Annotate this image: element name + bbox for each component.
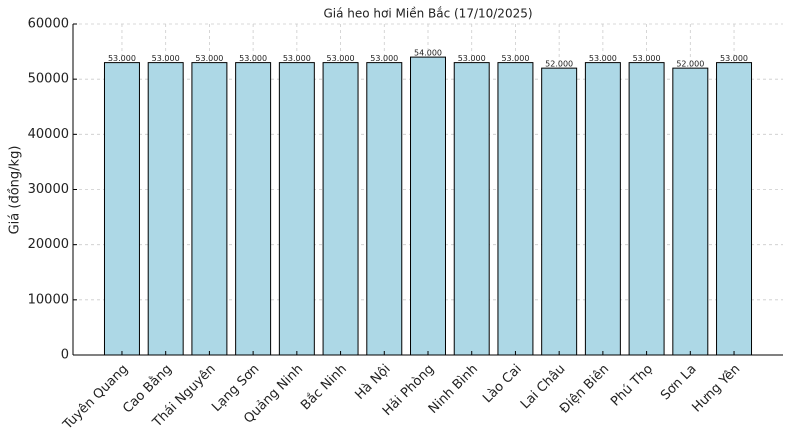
- value-label: 53.000: [108, 54, 136, 63]
- value-label: 53.000: [370, 54, 398, 63]
- bar: [103, 62, 140, 356]
- y-tick-label: 20000: [28, 237, 69, 252]
- x-tick-label: Lào Cai: [480, 362, 525, 407]
- x-tick-label: Bắc Ninh: [298, 362, 350, 414]
- value-label: 54.000: [414, 49, 442, 58]
- value-label: 53.000: [283, 54, 311, 63]
- y-tick-label: 0: [61, 348, 69, 363]
- value-label: 53.000: [195, 54, 223, 63]
- chart-title: Giá heo hơi Miền Bắc (17/10/2025): [323, 7, 532, 21]
- x-tick-label: Phú Thọ: [608, 362, 656, 410]
- y-tick-label: 50000: [28, 72, 69, 87]
- bar: [672, 67, 709, 356]
- bar: [278, 62, 315, 356]
- x-tick-label: Hưng Yên: [690, 362, 744, 416]
- bar: [235, 62, 272, 356]
- bar: [628, 62, 665, 356]
- value-label: 53.000: [633, 54, 661, 63]
- value-label: 53.000: [239, 54, 267, 63]
- bar: [191, 62, 228, 356]
- bar: [410, 56, 446, 356]
- y-axis-label: Giá (đồng/kg): [8, 146, 23, 235]
- value-label: 53.000: [720, 54, 748, 63]
- value-label: 53.000: [327, 54, 355, 63]
- y-tick-label: 40000: [28, 127, 69, 142]
- value-label: 52.000: [676, 60, 704, 69]
- value-label: 53.000: [589, 54, 617, 63]
- y-tick-label: 30000: [28, 182, 69, 197]
- x-tick-label: Hà Nội: [352, 362, 393, 403]
- bar: [147, 62, 184, 356]
- value-label: 52.000: [545, 60, 573, 69]
- bar: [497, 62, 534, 356]
- bar: [453, 62, 490, 356]
- bar: [322, 62, 359, 356]
- y-tick-label: 60000: [28, 17, 69, 32]
- bar: [541, 67, 578, 356]
- value-label: 53.000: [458, 54, 486, 63]
- x-tick-label: Tuyên Quang: [60, 362, 132, 434]
- bar: [716, 62, 753, 356]
- y-tick-label: 10000: [28, 292, 69, 307]
- value-label: 53.000: [152, 54, 180, 63]
- value-label: 53.000: [501, 54, 529, 63]
- bar: [366, 62, 403, 356]
- x-tick-label: Sơn La: [658, 362, 700, 404]
- bar: [584, 62, 621, 356]
